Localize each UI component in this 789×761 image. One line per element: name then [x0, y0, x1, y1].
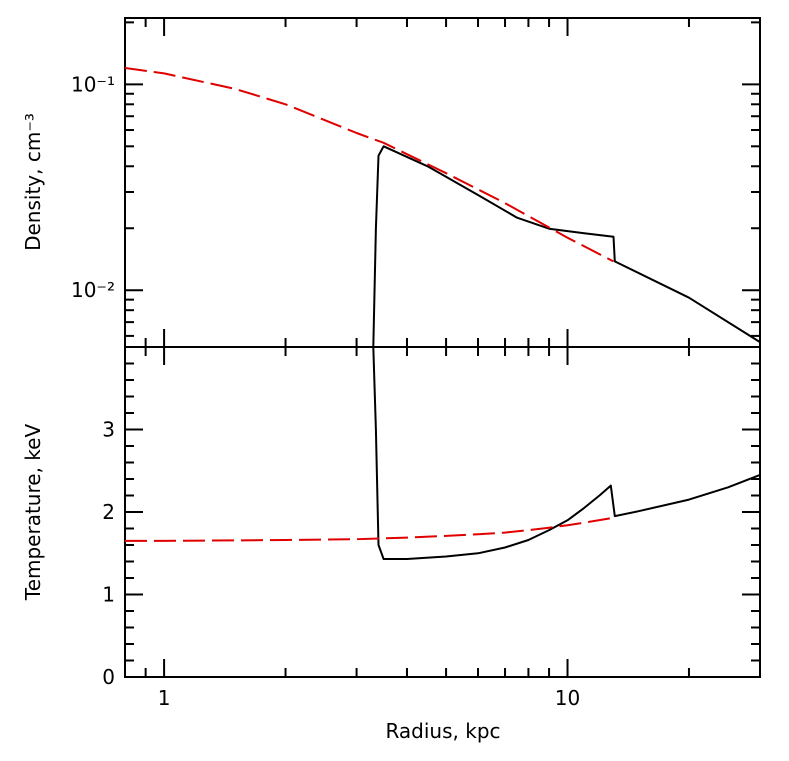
y-tick-label: 0 [102, 665, 115, 689]
simulation-solid-line [372, 145, 761, 348]
y-tick-label: 1 [102, 583, 115, 607]
density-panel: 10⁻¹ 10⁻² [71, 17, 761, 348]
plot-frame [124, 346, 761, 678]
x-tick-label: 1 [158, 686, 171, 710]
x-tick-label: 10 [555, 686, 580, 710]
temperature-axis-label: Temperature, keV [21, 424, 45, 602]
plot-frame [124, 17, 761, 348]
y-tick-label: 10⁻² [71, 278, 115, 302]
model-dashed-line [125, 516, 614, 542]
model-dashed-line [124, 67, 614, 263]
temperature-panel: 0 1 2 3 1 10 [102, 346, 761, 710]
density-axis-label: Density, cm⁻³ [21, 113, 45, 251]
y-tick-label: 2 [102, 500, 115, 524]
y-tick-label: 3 [102, 418, 115, 442]
radius-axis-label: Radius, kpc [385, 719, 500, 743]
y-tick-label: 10⁻¹ [71, 72, 115, 96]
simulation-solid-line [372, 346, 761, 560]
